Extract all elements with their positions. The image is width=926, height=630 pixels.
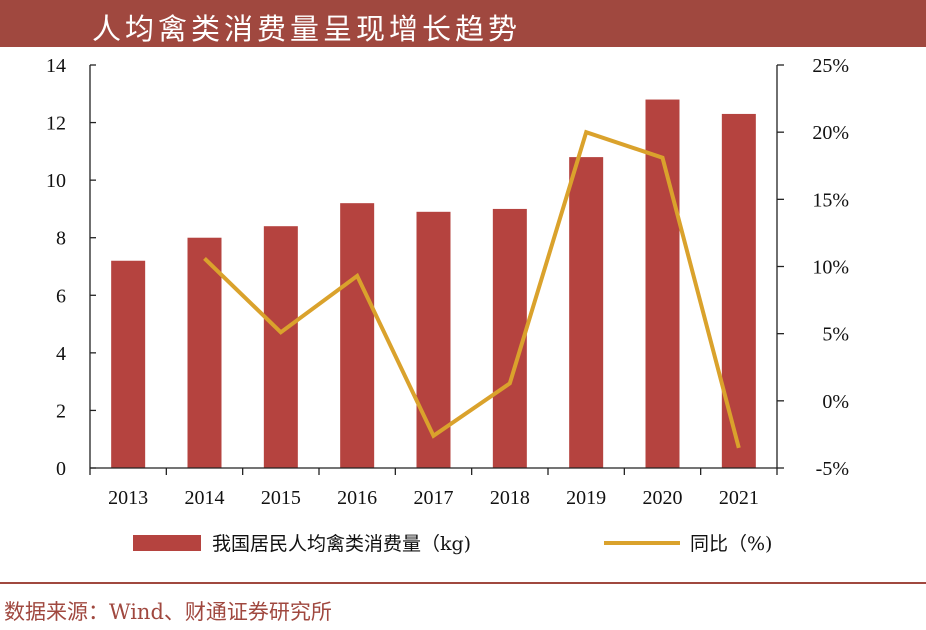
left-tick-label: 8 [56,228,66,250]
bars-layer [111,99,756,469]
right-tick-label: -5% [816,458,849,480]
right-tick-label: 5% [822,324,849,346]
right-tick-label: 10% [812,257,849,279]
axes-layer: 0 2 4 6 8 10 12 14 -5% 0% 5% 10% 15% 20% 25% 2013 2014 20… [46,55,849,509]
bar-2017 [416,211,451,469]
left-tick-label: 4 [56,343,66,365]
right-tick-label: 15% [812,189,849,211]
right-tick-label: 25% [812,55,849,77]
bar-2015 [263,226,298,468]
x-tick-label: 2018 [490,487,530,509]
bar-2013 [111,260,146,468]
legend-layer: 我国居民人均禽类消费量（kg) 同比（%) [133,533,772,555]
bar-2014 [187,237,222,468]
x-tick-label: 2020 [643,487,683,509]
right-tick-label: 20% [812,122,849,144]
x-tick-label: 2015 [261,487,301,509]
x-tick-label: 2016 [337,487,377,509]
left-tick-label: 6 [56,285,66,307]
left-tick-label: 0 [56,458,66,480]
legend-bar-label: 我国居民人均禽类消费量（kg) [212,533,471,555]
left-tick-label: 2 [56,400,66,422]
page-title: 人均禽类消费量呈现增长趋势 [92,12,522,46]
x-tick-label: 2021 [719,487,759,509]
bar-2016 [340,203,375,468]
bar-2021 [721,113,756,468]
x-tick-label: 2019 [566,487,606,509]
bar-2018 [492,208,527,468]
left-tick-label: 10 [46,170,66,192]
chart: 0 2 4 6 8 10 12 14 -5% 0% 5% 10% 15% 20% 25% 2013 2014 20… [46,55,849,555]
source-note: 数据来源：Wind、财通证券研究所 [4,600,332,624]
right-tick-label: 0% [822,391,849,413]
legend-bar-swatch [133,535,201,551]
left-tick-label: 14 [46,55,66,77]
yoy-line [203,129,741,449]
legend-line-label: 同比（%) [690,533,772,555]
left-tick-label: 12 [46,113,66,135]
title-bar: 人均禽类消费量呈现增长趋势 [0,0,926,47]
x-tick-label: 2017 [414,487,454,509]
x-tick-label: 2013 [108,487,148,509]
bar-2019 [569,157,604,468]
x-tick-label: 2014 [185,487,225,509]
line-layer [203,129,741,449]
divider [0,582,926,584]
